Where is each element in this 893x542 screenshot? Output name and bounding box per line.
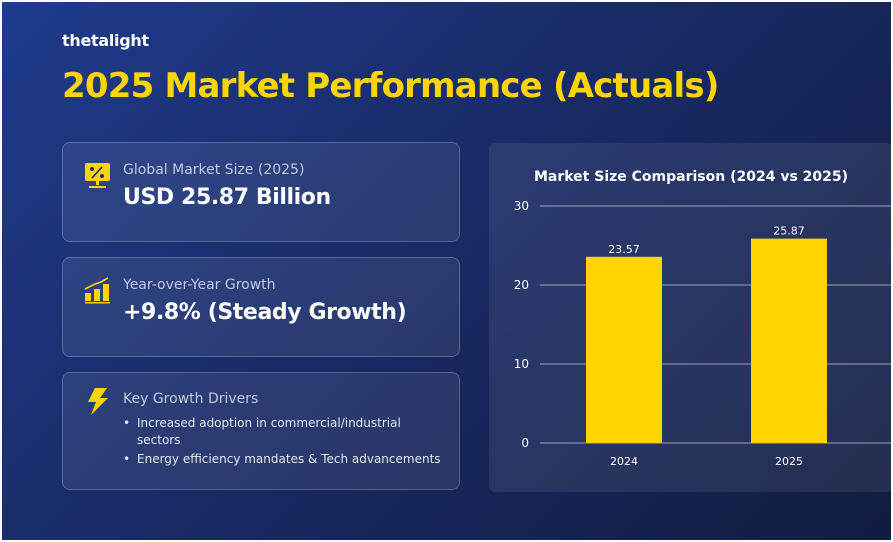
bar	[586, 256, 662, 443]
market-size-card: Global Market Size (2025) USD 25.87 Bill…	[62, 142, 460, 242]
chart-title: Market Size Comparison (2024 vs 2025)	[533, 169, 849, 185]
growth-drivers-card: Key Growth Drivers Increased adoption in…	[62, 372, 460, 490]
card-label: Key Growth Drivers	[123, 391, 259, 407]
y-tick-label: 20	[514, 278, 529, 292]
x-tick-label: 2024	[610, 455, 638, 468]
card-value: USD 25.87 Billion	[123, 185, 331, 210]
drivers-list: Increased adoption in commercial/industr…	[123, 415, 443, 470]
percent-monitor-icon	[85, 163, 110, 188]
card-label: Year-over-Year Growth	[123, 277, 276, 293]
y-tick-label: 30	[514, 199, 529, 213]
x-tick-label: 2025	[775, 455, 803, 468]
data-label: 25.87	[773, 225, 805, 238]
card-value: +9.8% (Steady Growth)	[123, 300, 407, 325]
brand-logo: thetalight	[62, 31, 149, 50]
growth-chart-icon	[84, 277, 110, 304]
chart-panel: Market Size Comparison (2024 vs 2025) 0 1…	[489, 143, 893, 492]
driver-item: Increased adoption in commercial/industr…	[123, 415, 443, 449]
page-title: 2025 Market Performance (Actuals)	[62, 66, 719, 106]
driver-item: Energy efficiency mandates & Tech advanc…	[123, 451, 443, 468]
y-tick-label: 0	[521, 436, 529, 450]
yoy-growth-card: Year-over-Year Growth +9.8% (Steady Grow…	[62, 257, 460, 357]
y-tick-label: 10	[514, 357, 529, 371]
bar-chart: 0 10 20 30 23.57 2024 25.87 2025	[514, 199, 891, 468]
lightning-icon	[88, 388, 108, 415]
card-label: Global Market Size (2025)	[123, 162, 305, 178]
data-label: 23.57	[608, 243, 640, 256]
bar	[751, 238, 827, 443]
